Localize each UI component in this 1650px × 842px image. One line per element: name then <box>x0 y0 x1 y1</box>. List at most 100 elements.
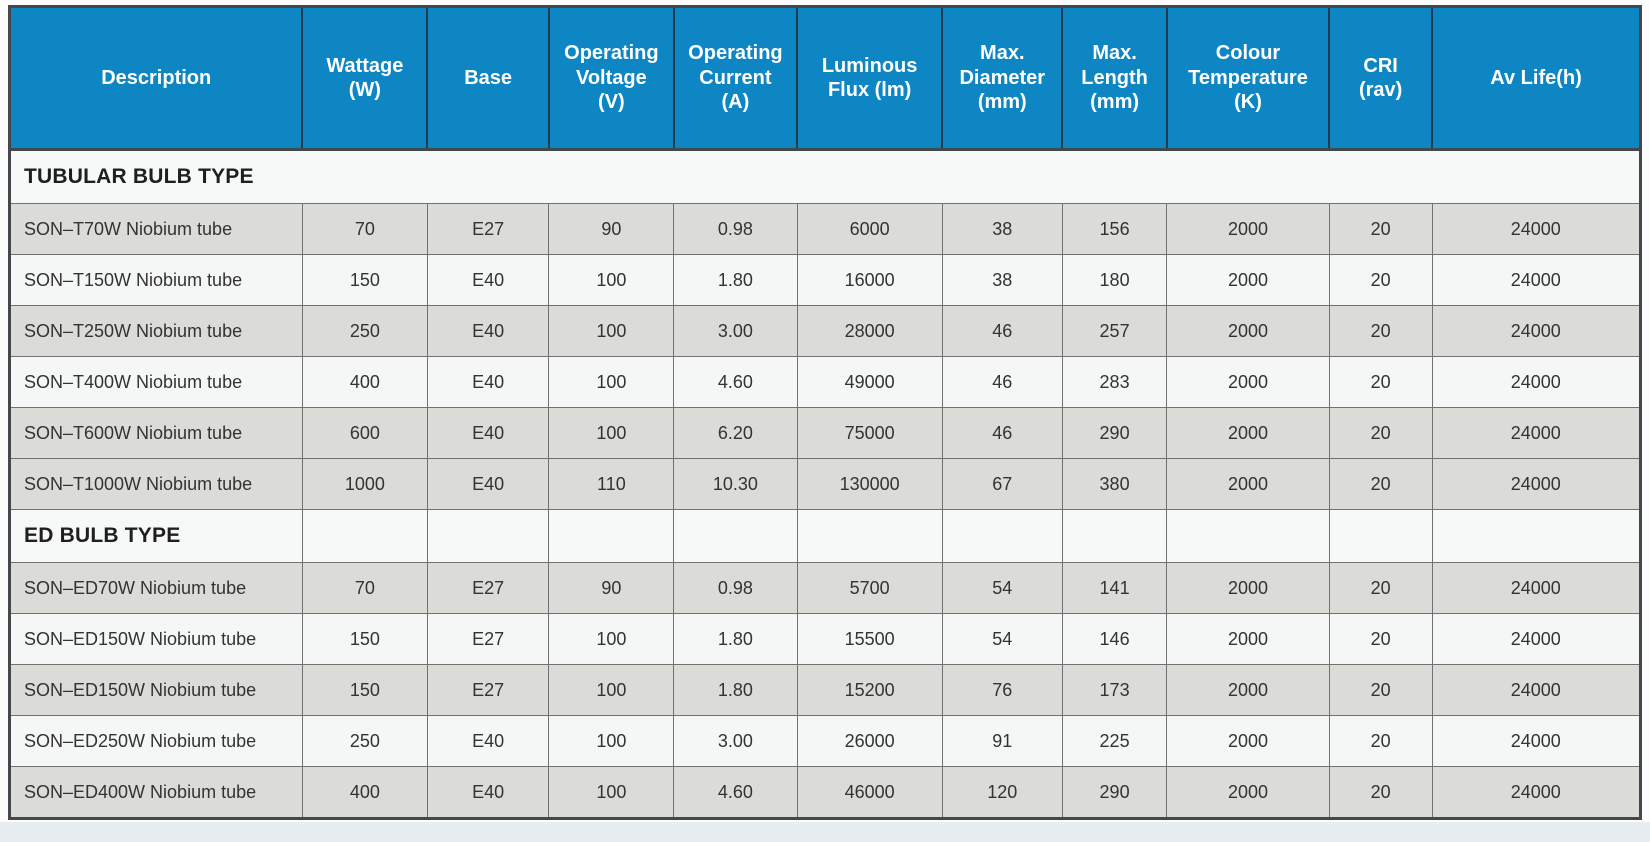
cell-max_length: 225 <box>1061 715 1168 767</box>
cell-operating_current: 3.00 <box>673 305 798 357</box>
cell-av_life: 24000 <box>1431 613 1642 665</box>
column-header-description: Description <box>9 6 304 151</box>
table-row: SON–T400W Niobium tube 400 E40 100 4.60 49000… <box>9 356 1642 408</box>
section-title: ED BULB TYPE <box>9 509 303 563</box>
cell-wattage: 400 <box>301 766 428 819</box>
cell-av_life: 24000 <box>1431 664 1642 716</box>
section-empty-cell <box>1061 509 1168 563</box>
column-header-base: Base <box>427 6 550 151</box>
cell-luminous_flux: 130000 <box>796 458 943 510</box>
cell-colour_temperature: 2000 <box>1166 766 1330 819</box>
header-row: Description Wattage (W) Base Operating Volt… <box>9 6 1641 151</box>
column-header-cri: CRI (rav) <box>1329 6 1434 151</box>
table-row: SON–T1000W Niobium tube 1000 E40 110 10.30 13… <box>9 458 1642 510</box>
cell-operating_voltage: 110 <box>548 458 675 510</box>
cell-wattage: 1000 <box>301 458 428 510</box>
cell-base: E40 <box>426 458 550 510</box>
cell-colour_temperature: 2000 <box>1166 305 1330 357</box>
cell-luminous_flux: 5700 <box>796 562 943 614</box>
section-empty-cell <box>796 509 943 563</box>
section-empty-cell <box>1328 509 1433 563</box>
cell-luminous_flux: 46000 <box>796 766 943 819</box>
cell-wattage: 600 <box>301 407 428 459</box>
cell-max_length: 173 <box>1061 664 1168 716</box>
cell-cri: 20 <box>1328 458 1433 510</box>
cell-colour_temperature: 2000 <box>1166 458 1330 510</box>
cell-wattage: 250 <box>301 305 428 357</box>
cell-cri: 20 <box>1328 407 1433 459</box>
cell-av_life: 24000 <box>1431 407 1642 459</box>
column-header-max_length: Max. Length (mm) <box>1062 6 1168 151</box>
section-empty-cell <box>301 509 428 563</box>
table-row: SON–T600W Niobium tube 600 E40 100 6.20 75000… <box>9 407 1642 459</box>
cell-description: SON–ED250W Niobium tube <box>9 715 303 767</box>
cell-colour_temperature: 2000 <box>1166 203 1330 255</box>
cell-wattage: 150 <box>301 254 428 306</box>
table-row: SON–ED250W Niobium tube 250 E40 100 3.00 2600… <box>9 715 1642 767</box>
table-header: Description Wattage (W) Base Operating Volt… <box>9 6 1641 151</box>
cell-base: E27 <box>426 562 550 614</box>
cell-operating_voltage: 100 <box>548 613 675 665</box>
cell-max_diameter: 46 <box>941 356 1063 408</box>
cell-base: E40 <box>426 356 550 408</box>
cell-base: E27 <box>426 613 550 665</box>
cell-max_diameter: 120 <box>941 766 1063 819</box>
cell-operating_voltage: 100 <box>548 305 675 357</box>
cell-cri: 20 <box>1328 356 1433 408</box>
cell-max_diameter: 91 <box>941 715 1063 767</box>
cell-colour_temperature: 2000 <box>1166 562 1330 614</box>
cell-luminous_flux: 16000 <box>796 254 943 306</box>
cell-cri: 20 <box>1328 766 1433 819</box>
cell-wattage: 70 <box>301 203 428 255</box>
cell-av_life: 24000 <box>1431 305 1642 357</box>
cell-operating_voltage: 100 <box>548 407 675 459</box>
cell-operating_current: 4.60 <box>673 766 798 819</box>
cell-base: E40 <box>426 305 550 357</box>
section-title: TUBULAR BULB TYPE <box>9 149 1641 204</box>
cell-wattage: 70 <box>301 562 428 614</box>
cell-max_length: 141 <box>1061 562 1168 614</box>
cell-max_length: 380 <box>1061 458 1168 510</box>
cell-max_length: 257 <box>1061 305 1168 357</box>
cell-base: E40 <box>426 407 550 459</box>
cell-description: SON–T70W Niobium tube <box>9 203 303 255</box>
cell-av_life: 24000 <box>1431 356 1642 408</box>
section-empty-cell <box>548 509 675 563</box>
cell-max_length: 290 <box>1061 407 1168 459</box>
section-empty-cell <box>426 509 550 563</box>
cell-description: SON–ED150W Niobium tube <box>9 613 303 665</box>
cell-luminous_flux: 6000 <box>796 203 943 255</box>
cell-colour_temperature: 2000 <box>1166 254 1330 306</box>
cell-max_diameter: 38 <box>941 203 1063 255</box>
table-row: SON–T150W Niobium tube 150 E40 100 1.80 16000… <box>9 254 1642 306</box>
table-row: SON–ED150W Niobium tube 150 E27 100 1.80 1550… <box>9 613 1642 665</box>
table-row: SON–T70W Niobium tube 70 E27 90 0.98 6000 38 15… <box>9 203 1642 255</box>
cell-description: SON–T150W Niobium tube <box>9 254 303 306</box>
cell-max_diameter: 38 <box>941 254 1063 306</box>
cell-wattage: 150 <box>301 613 428 665</box>
cell-base: E40 <box>426 254 550 306</box>
table-row: SON–T250W Niobium tube 250 E40 100 3.00 28000… <box>9 305 1642 357</box>
cell-colour_temperature: 2000 <box>1166 715 1330 767</box>
cell-operating_current: 6.20 <box>673 407 798 459</box>
cell-max_diameter: 54 <box>941 613 1063 665</box>
cell-base: E40 <box>426 715 550 767</box>
cell-base: E27 <box>426 664 550 716</box>
cell-operating_voltage: 100 <box>548 715 675 767</box>
column-header-max_diameter: Max. Diameter (mm) <box>942 6 1064 151</box>
cell-base: E40 <box>426 766 550 819</box>
cell-luminous_flux: 75000 <box>796 407 943 459</box>
cell-description: SON–T1000W Niobium tube <box>9 458 303 510</box>
cell-operating_voltage: 90 <box>548 562 675 614</box>
cell-cri: 20 <box>1328 254 1433 306</box>
section-empty-cell <box>941 509 1063 563</box>
cell-max_length: 146 <box>1061 613 1168 665</box>
cell-max_length: 180 <box>1061 254 1168 306</box>
cell-max_diameter: 54 <box>941 562 1063 614</box>
cell-description: SON–ED150W Niobium tube <box>9 664 303 716</box>
cell-operating_voltage: 100 <box>548 356 675 408</box>
cell-colour_temperature: 2000 <box>1166 356 1330 408</box>
cell-cri: 20 <box>1328 562 1433 614</box>
cell-operating_current: 4.60 <box>673 356 798 408</box>
cell-description: SON–T250W Niobium tube <box>9 305 303 357</box>
